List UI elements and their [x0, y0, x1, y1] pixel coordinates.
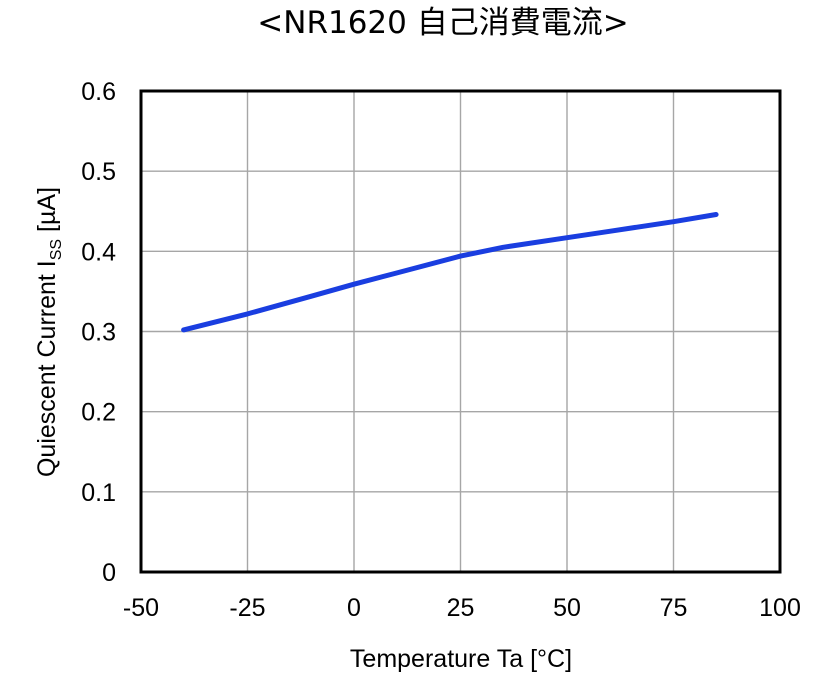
x-tick-label: 25	[447, 594, 475, 622]
y-tick-label: 0.3	[81, 319, 116, 347]
plot-frame	[139, 89, 782, 574]
y-tick-labels: 0 0.1 0.2 0.3 0.4 0.5 0.6	[81, 78, 116, 587]
y-axis-label: Quiescent Current ISS [µA]	[33, 187, 65, 477]
series-layer	[181, 212, 719, 333]
x-tick-label: 50	[553, 594, 581, 622]
x-tick-label: 100	[759, 594, 801, 622]
y-tick-label: 0.6	[81, 78, 116, 106]
x-tick-label: 75	[660, 594, 688, 622]
y-tick-label: 0.1	[81, 479, 116, 507]
y-axis-label-subscript: SS	[48, 239, 65, 260]
y-tick-label: 0	[102, 559, 116, 587]
x-tick-label: -25	[229, 594, 265, 622]
x-tick-label: 0	[347, 594, 361, 622]
y-tick-label: 0.2	[81, 399, 116, 427]
series-line-0	[181, 212, 719, 333]
grid	[140, 90, 781, 573]
y-axis-label-main: Quiescent Current I	[33, 260, 61, 477]
chart-title: <NR1620 自己消費電流>	[257, 5, 628, 41]
x-tick-labels: -50 -25 0 25 50 75 100	[123, 594, 801, 622]
y-tick-label: 0.4	[81, 238, 116, 266]
x-tick-label: -50	[123, 594, 159, 622]
y-axis-label-unit: [µA]	[33, 187, 61, 239]
y-tick-label: 0.5	[81, 158, 116, 186]
x-axis-label: Temperature Ta [°C]	[350, 645, 572, 673]
